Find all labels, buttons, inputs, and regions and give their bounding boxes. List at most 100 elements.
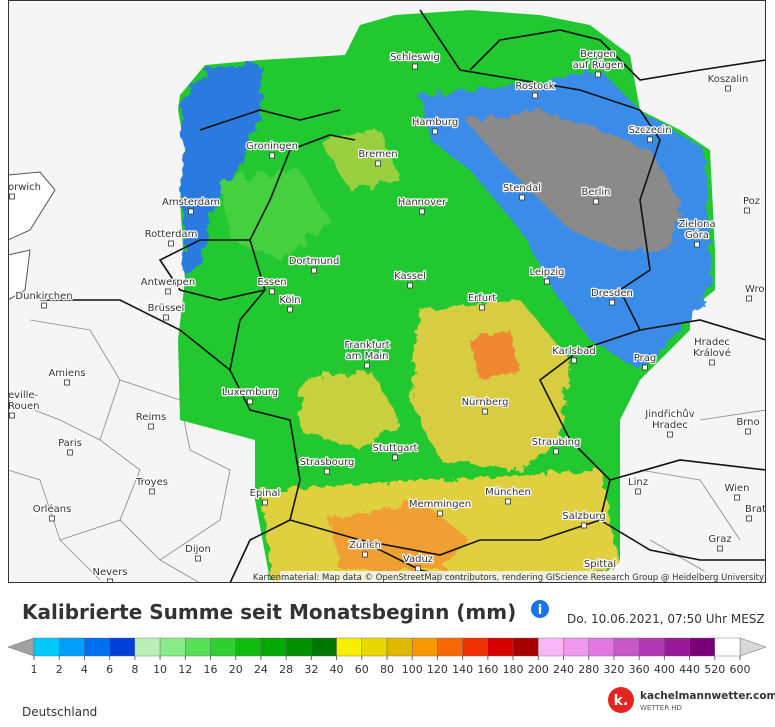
city-label: Hradec bbox=[694, 337, 730, 348]
legend-swatch bbox=[487, 637, 514, 657]
legend-swatch bbox=[588, 637, 615, 657]
legend-under-arrow bbox=[7, 637, 35, 657]
legend-tick-label: 520 bbox=[704, 663, 725, 676]
legend-tick-label: 1 bbox=[31, 663, 38, 676]
city-marker bbox=[195, 555, 201, 562]
city-label: Bremen bbox=[358, 149, 397, 160]
brand-tagline: WETTER HD bbox=[640, 704, 682, 712]
city-label: Paris bbox=[58, 438, 82, 449]
brand-name[interactable]: kachelmannwetter.com bbox=[640, 690, 775, 702]
city-marker bbox=[269, 152, 275, 159]
city-label: Amiens bbox=[48, 368, 85, 379]
city-label: auf Rügen bbox=[573, 60, 624, 71]
legend-swatch bbox=[512, 637, 539, 657]
brand-logo-text[interactable]: k. bbox=[614, 693, 629, 709]
legend-tick-label: 4 bbox=[81, 663, 88, 676]
city-marker bbox=[407, 282, 413, 289]
city-marker bbox=[544, 278, 550, 285]
city-label: Wien bbox=[725, 483, 750, 494]
city-marker bbox=[412, 63, 418, 70]
city-label: Koszalin bbox=[708, 74, 749, 85]
city-marker bbox=[362, 551, 368, 558]
city-marker bbox=[9, 412, 15, 419]
legend-swatch bbox=[689, 637, 715, 657]
city-marker bbox=[571, 357, 577, 364]
city-marker bbox=[9, 193, 15, 200]
info-icon[interactable] bbox=[531, 600, 549, 618]
city-marker bbox=[165, 288, 171, 295]
city-label: Poz bbox=[743, 196, 760, 207]
city-marker bbox=[49, 515, 55, 522]
city-marker bbox=[324, 468, 330, 475]
legend-tick-label: 140 bbox=[452, 663, 473, 676]
legend-tick-label: 10 bbox=[153, 663, 167, 676]
city-marker bbox=[247, 398, 253, 405]
region-label: Deutschland bbox=[22, 705, 97, 719]
city-marker bbox=[694, 241, 700, 248]
legend-swatch bbox=[563, 637, 589, 657]
city-marker bbox=[269, 288, 275, 295]
city-label: eville- bbox=[8, 390, 39, 401]
city-label: Troyes bbox=[135, 477, 168, 488]
city-label: Jindřichův bbox=[644, 408, 694, 420]
legend-swatch bbox=[285, 637, 312, 657]
city-label: Dijon bbox=[185, 544, 211, 555]
brand-logo[interactable] bbox=[608, 687, 634, 713]
city-marker bbox=[744, 207, 750, 214]
city-label: Rouen bbox=[8, 401, 39, 412]
city-marker bbox=[709, 359, 715, 366]
legend-swatch bbox=[59, 637, 85, 657]
city-marker bbox=[746, 295, 752, 302]
city-label: Köln bbox=[279, 295, 300, 306]
city-label: Zielona bbox=[678, 219, 715, 230]
legend-tick-label: 360 bbox=[629, 663, 650, 676]
city-marker bbox=[107, 578, 113, 583]
city-marker bbox=[635, 488, 641, 495]
legend-over-arrow bbox=[739, 637, 767, 657]
city-label: München bbox=[485, 487, 531, 498]
city-marker bbox=[419, 208, 425, 215]
city-marker bbox=[745, 428, 751, 435]
city-marker bbox=[188, 208, 194, 215]
city-label: Groningen bbox=[246, 141, 298, 152]
legend-swatch bbox=[134, 637, 161, 657]
city-marker bbox=[392, 454, 398, 461]
city-label: Leipzig bbox=[529, 267, 564, 278]
info-icon-label[interactable]: i bbox=[538, 603, 542, 618]
city-marker bbox=[168, 240, 174, 247]
legend-swatch bbox=[311, 637, 337, 657]
city-label: Dresden bbox=[591, 288, 633, 299]
timestamp: Do. 10.06.2021, 07:50 Uhr MESZ bbox=[567, 612, 765, 626]
city-label: Prag bbox=[634, 353, 656, 364]
city-marker bbox=[64, 379, 70, 386]
city-marker bbox=[519, 194, 525, 201]
map-attribution: Kartenmaterial: Map data © OpenStreetMap… bbox=[253, 573, 764, 583]
legend-tick-label: 80 bbox=[380, 663, 394, 676]
city-marker bbox=[553, 448, 559, 455]
city-label: Linz bbox=[628, 477, 648, 488]
legend-swatch bbox=[33, 637, 60, 657]
legend-swatch bbox=[714, 637, 741, 657]
city-label: Szczecin bbox=[628, 125, 671, 136]
city-marker bbox=[415, 565, 421, 572]
legend-tick-label: 24 bbox=[254, 663, 268, 676]
legend-tick-label: 12 bbox=[178, 663, 192, 676]
legend-swatch bbox=[538, 637, 564, 657]
legend-tick-label: 6 bbox=[106, 663, 113, 676]
legend-tick-label: 200 bbox=[528, 663, 549, 676]
chart-title: Kalibrierte Summe seit Monatsbeginn (mm) bbox=[22, 600, 516, 624]
legend-swatch bbox=[336, 637, 362, 657]
city-label: Góra bbox=[685, 229, 709, 241]
city-label: Karlsbad bbox=[552, 346, 595, 357]
legend-tick-label: 16 bbox=[204, 663, 218, 676]
legend-swatch bbox=[437, 637, 463, 657]
legend-tick-label: 280 bbox=[578, 663, 599, 676]
city-marker bbox=[717, 545, 723, 552]
city-marker bbox=[647, 136, 653, 143]
city-marker bbox=[432, 128, 438, 135]
city-marker bbox=[734, 494, 740, 501]
legend-tick-label: 28 bbox=[279, 663, 293, 676]
city-label: Dortmund bbox=[289, 256, 340, 267]
